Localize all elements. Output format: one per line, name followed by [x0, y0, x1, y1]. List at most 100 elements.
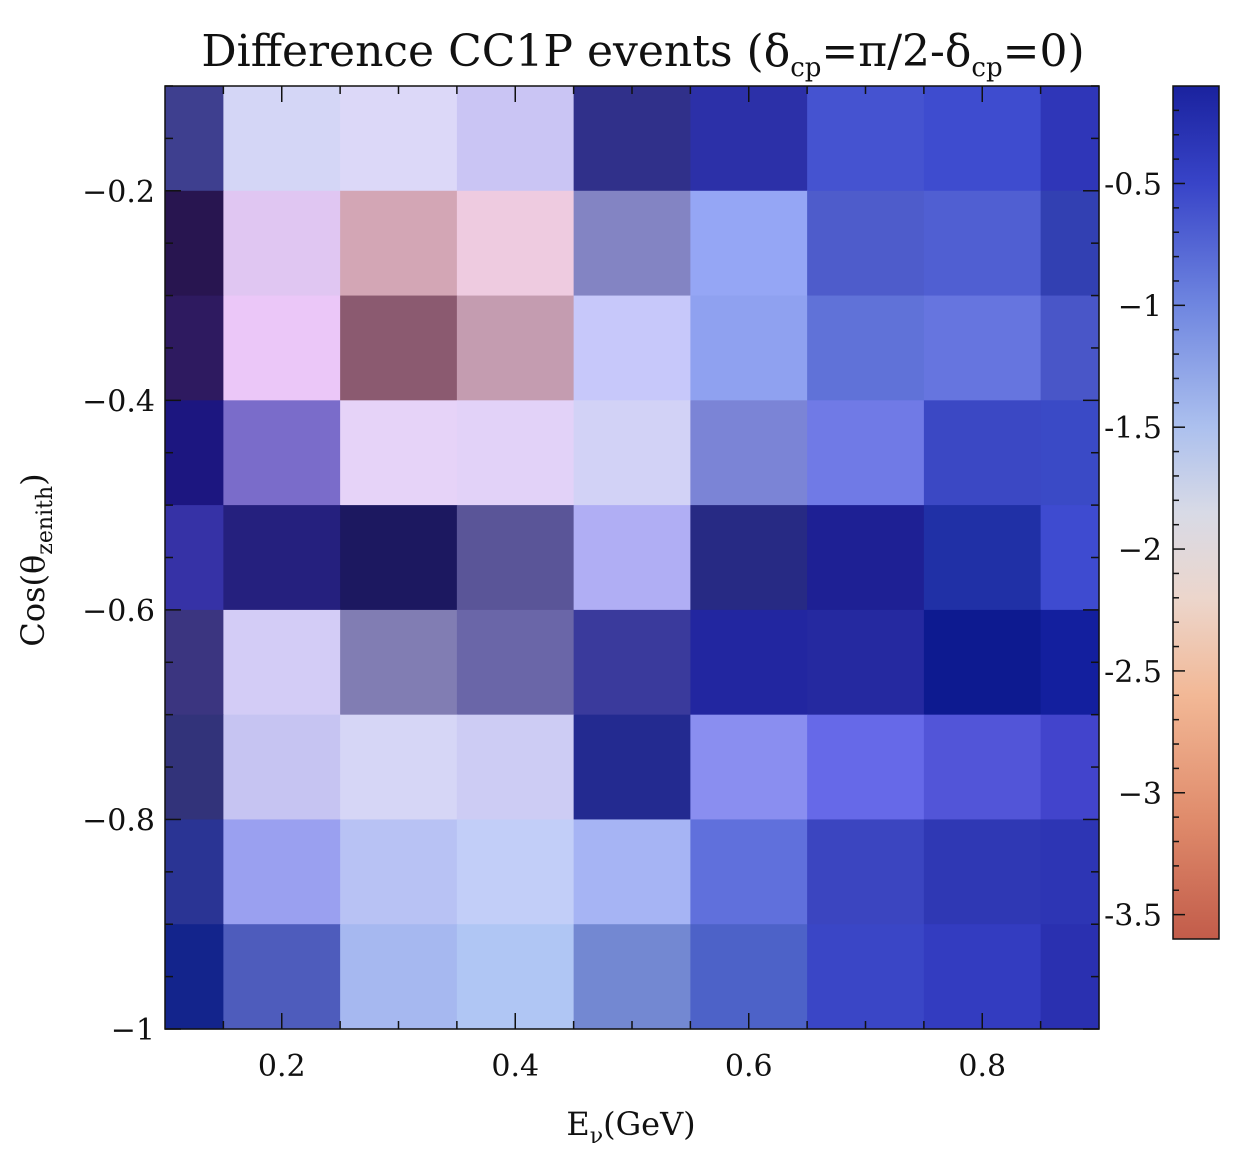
ylabel-main: Cos(θ: [14, 555, 52, 647]
heatmap-cell-r9-c3: [456, 924, 575, 1030]
heatmap-cell-r3-c0: [165, 295, 224, 401]
heatmap-cell-r9-c5: [690, 924, 808, 1030]
x-axis-label: Eν(GeV): [566, 1105, 695, 1149]
heatmap-cell-r2-c4: [573, 190, 691, 297]
major-ticks: [165, 86, 1099, 1030]
heatmap-cell-r8-c0: [165, 819, 224, 925]
heatmap-cell-r4-c4: [573, 400, 691, 506]
heatmap-cell-r8-c4: [573, 819, 691, 925]
heatmap-cell-r5-c3: [456, 505, 575, 611]
heatmap-cell-r9-c6: [807, 924, 925, 1030]
x-tick-label-0: 0.2: [258, 1049, 306, 1084]
x-tick-label-1: 0.4: [491, 1049, 539, 1084]
heatmap-cell-r9-c8: [1040, 924, 1100, 1030]
heatmap-cell-r3-c7: [923, 295, 1042, 401]
heatmap-cell-r8-c7: [923, 819, 1042, 925]
colorbar: [1172, 85, 1220, 940]
heatmap-cell-r8-c6: [807, 819, 925, 925]
heatmap-cell-r6-c5: [690, 609, 808, 716]
heatmap-cell-r6-c1: [223, 609, 341, 716]
heatmap-cell-r1-c2: [340, 86, 458, 192]
heatmap-cell-r3-c1: [223, 295, 341, 401]
heatmap-cell-r6-c8: [1040, 609, 1100, 716]
heatmap-cell-r3-c8: [1040, 295, 1100, 401]
title-cp-1: cp: [790, 53, 821, 83]
colorbar-tick-labels: -0.5 −1 -1.5 −2 -2.5 −3 -3.5: [1104, 167, 1162, 933]
heatmap-cell-r7-c0: [165, 714, 224, 821]
colorbar-tick-label-5: −3: [1118, 777, 1162, 812]
heatmap-cell-r8-c1: [223, 819, 341, 925]
heatmap-cell-r2-c3: [456, 190, 575, 297]
heatmap-cell-r8-c2: [340, 819, 458, 925]
colorbar-tick-label-6: -3.5: [1104, 899, 1162, 934]
heatmap-cell-r2-c5: [690, 190, 808, 297]
heatmap-cell-r7-c7: [923, 714, 1042, 821]
title-cp-2: cp: [971, 53, 1002, 83]
heatmap-cell-r1-c6: [807, 86, 925, 192]
heatmap-cell-r4-c0: [165, 400, 224, 506]
heatmap-cell-r2-c7: [923, 190, 1042, 297]
heatmap-cell-r1-c4: [573, 86, 691, 192]
heatmap-cell-r6-c3: [456, 609, 575, 716]
heatmap-cell-r4-c7: [923, 400, 1042, 506]
heatmap-cell-r9-c0: [165, 924, 224, 1030]
chart-title: Difference CC1P events (δcp=π/2-δcp=0): [201, 26, 1084, 83]
heatmap-cell-r4-c3: [456, 400, 575, 506]
minor-ticks: [165, 85, 1099, 1029]
heatmap-cell-r1-c3: [456, 86, 575, 192]
title-prefix: Difference CC1P events (: [201, 26, 763, 77]
heatmap-cell-r5-c1: [223, 505, 341, 611]
heatmap-cell-r1-c7: [923, 86, 1042, 192]
colorbar-tick-label-2: -1.5: [1104, 411, 1162, 446]
ylabel-rest: ): [14, 473, 52, 485]
x-tick-label-2: 0.6: [725, 1049, 773, 1084]
title-mid: =π/2-: [821, 26, 944, 77]
heatmap-cell-r4-c5: [690, 400, 808, 506]
heatmap-cell-r8-c8: [1040, 819, 1100, 925]
heatmap-cell-r2-c6: [807, 190, 925, 297]
heatmap-cell-r1-c0: [165, 86, 224, 192]
colorbar-tick-label-4: -2.5: [1104, 655, 1162, 690]
heatmap-cell-r9-c1: [223, 924, 341, 1030]
heatmap-cell-r5-c4: [573, 505, 691, 611]
colorbar-ticks: [1173, 109, 1185, 916]
heatmap-cell-r3-c3: [456, 295, 575, 401]
heatmap-cell-r4-c6: [807, 400, 925, 506]
heatmap-cell-r3-c4: [573, 295, 691, 401]
heatmap-cell-r7-c6: [807, 714, 925, 821]
heatmap-cell-r5-c5: [690, 505, 808, 611]
xlabel-sub: ν: [590, 1124, 603, 1149]
heatmap-cell-r9-c7: [923, 924, 1042, 1030]
heatmap-cell-r7-c3: [456, 714, 575, 821]
xlabel-main: E: [566, 1105, 589, 1143]
heatmap-cell-r8-c5: [690, 819, 808, 925]
heatmap-cell-r3-c6: [807, 295, 925, 401]
y-tick-labels: −1 −0.8 −0.6 −0.4 −0.2: [82, 175, 155, 1048]
title-suffix: =0): [1003, 26, 1085, 77]
xlabel-rest: (GeV): [603, 1105, 696, 1143]
ylabel-sub: zenith: [33, 486, 58, 555]
heatmap-cell-r4-c1: [223, 400, 341, 506]
heatmap-cell-r9-c2: [340, 924, 458, 1030]
y-tick-label-1: −0.8: [82, 803, 155, 838]
y-tick-label-4: −0.2: [82, 175, 155, 210]
heatmap-cell-r1-c5: [690, 86, 808, 192]
heatmap-cell-r4-c2: [340, 400, 458, 506]
heatmap-cell-r6-c0: [165, 609, 224, 716]
heatmap-cell-r1-c8: [1040, 86, 1100, 192]
x-tick-label-3: 0.8: [958, 1049, 1006, 1084]
y-tick-label-2: −0.6: [82, 594, 155, 629]
heatmap-cell-r2-c2: [340, 190, 458, 297]
x-tick-labels: 0.2 0.4 0.6 0.8: [258, 1049, 1006, 1084]
heatmap-cell-r6-c2: [340, 609, 458, 716]
heatmap-cell-r7-c4: [573, 714, 691, 821]
heatmap-cell-r7-c2: [340, 714, 458, 821]
y-tick-label-3: −0.4: [82, 384, 155, 419]
heatmap-cell-r5-c8: [1040, 505, 1100, 611]
heatmap-cell-r7-c8: [1040, 714, 1100, 821]
heatmap-cell-r3-c5: [690, 295, 808, 401]
heatmap-cell-r2-c1: [223, 190, 341, 297]
y-axis-label: Cos(θzenith): [14, 473, 58, 646]
heatmap-cell-r6-c4: [573, 609, 691, 716]
